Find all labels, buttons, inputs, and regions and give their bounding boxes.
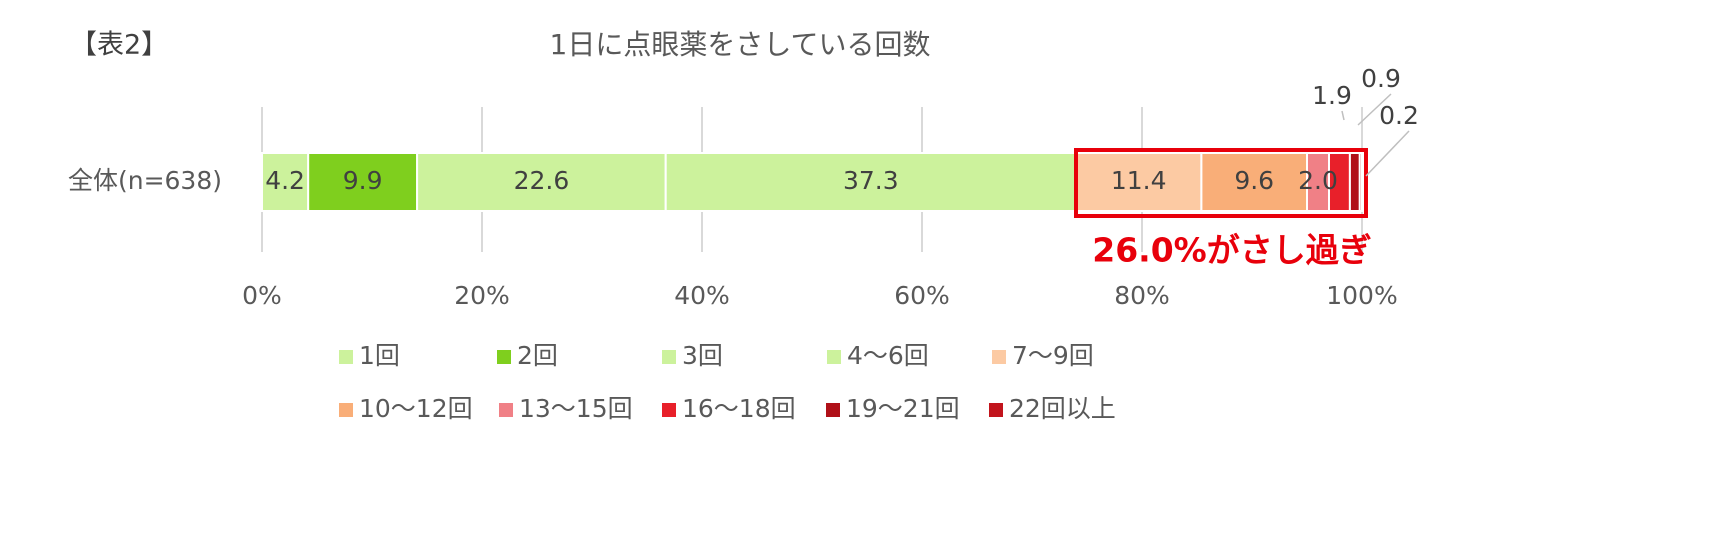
legend-swatch xyxy=(497,350,511,364)
bar-segment xyxy=(261,152,310,212)
bar-segment xyxy=(1200,152,1309,212)
legend-label: 1回 xyxy=(359,341,400,370)
legend-swatch xyxy=(826,403,840,417)
value-label: 22.6 xyxy=(514,166,570,195)
value-label: 9.9 xyxy=(343,166,383,195)
bar-segment xyxy=(664,152,1077,212)
value-label: 1.9 xyxy=(1312,81,1352,110)
x-tick-label: 20% xyxy=(454,281,510,310)
legend-swatch xyxy=(339,403,353,417)
value-label: 0.2 xyxy=(1379,101,1419,130)
legend-label: 3回 xyxy=(682,341,723,370)
legend-label: 4～6回 xyxy=(847,341,929,370)
legend-swatch xyxy=(989,403,1003,417)
bar-segment xyxy=(1358,152,1364,212)
legend-label: 16～18回 xyxy=(682,394,796,423)
legend-swatch xyxy=(827,350,841,364)
value-label: 11.4 xyxy=(1111,166,1167,195)
annotation: 26.0%がさし過ぎ xyxy=(1092,231,1372,270)
legend-label: 7～9回 xyxy=(1012,341,1094,370)
leader-line xyxy=(1341,110,1345,121)
value-label: 0.9 xyxy=(1361,64,1401,93)
legend-swatch xyxy=(499,403,513,417)
bars xyxy=(261,152,1364,212)
legend-swatch xyxy=(662,403,676,417)
bar-segment xyxy=(1075,152,1203,212)
table-label: 【表2】 xyxy=(70,30,168,61)
legend-label: 10～12回 xyxy=(359,394,473,423)
legend-swatch xyxy=(662,350,676,364)
value-label: 4.2 xyxy=(265,166,305,195)
value-label: 37.3 xyxy=(843,166,899,195)
x-tick-label: 100% xyxy=(1326,281,1397,310)
legend-label: 2回 xyxy=(517,341,558,370)
x-tick-label: 0% xyxy=(242,281,282,310)
x-tick-label: 80% xyxy=(1114,281,1170,310)
y-tick-label: 全体(n=638) xyxy=(68,166,222,195)
value-label: 2.0 xyxy=(1298,166,1338,195)
leader-line xyxy=(1357,93,1392,126)
leader-line xyxy=(1365,130,1410,177)
value-label: 9.6 xyxy=(1234,166,1274,195)
legend-label: 13～15回 xyxy=(519,394,633,423)
legend-label: 19～21回 xyxy=(846,394,960,423)
legend-label: 22回以上 xyxy=(1009,394,1116,423)
x-tick-label: 60% xyxy=(894,281,950,310)
chart-title: 1日に点眼薬をさしている回数 xyxy=(550,28,931,61)
bar-segment xyxy=(1348,152,1361,212)
legend-swatch xyxy=(339,350,353,364)
highlight-box xyxy=(1074,148,1368,218)
x-tick-label: 40% xyxy=(674,281,730,310)
legend-swatch xyxy=(992,350,1006,364)
